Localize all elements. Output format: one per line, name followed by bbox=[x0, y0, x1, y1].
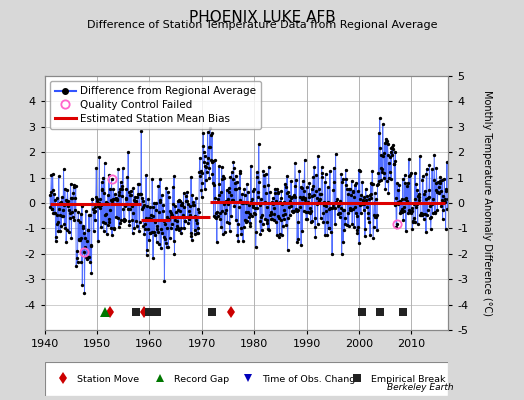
Text: Time of Obs. Change: Time of Obs. Change bbox=[263, 374, 362, 384]
Text: Difference of Station Temperature Data from Regional Average: Difference of Station Temperature Data f… bbox=[87, 20, 437, 30]
Y-axis label: Monthly Temperature Anomaly Difference (°C): Monthly Temperature Anomaly Difference (… bbox=[482, 90, 492, 316]
Text: Berkeley Earth: Berkeley Earth bbox=[387, 383, 453, 392]
Legend: Difference from Regional Average, Quality Control Failed, Estimated Station Mean: Difference from Regional Average, Qualit… bbox=[50, 81, 261, 129]
Text: PHOENIX LUKE AFB: PHOENIX LUKE AFB bbox=[189, 10, 335, 25]
Text: Record Gap: Record Gap bbox=[173, 374, 229, 384]
Text: Station Move: Station Move bbox=[77, 374, 139, 384]
Text: Empirical Break: Empirical Break bbox=[372, 374, 446, 384]
